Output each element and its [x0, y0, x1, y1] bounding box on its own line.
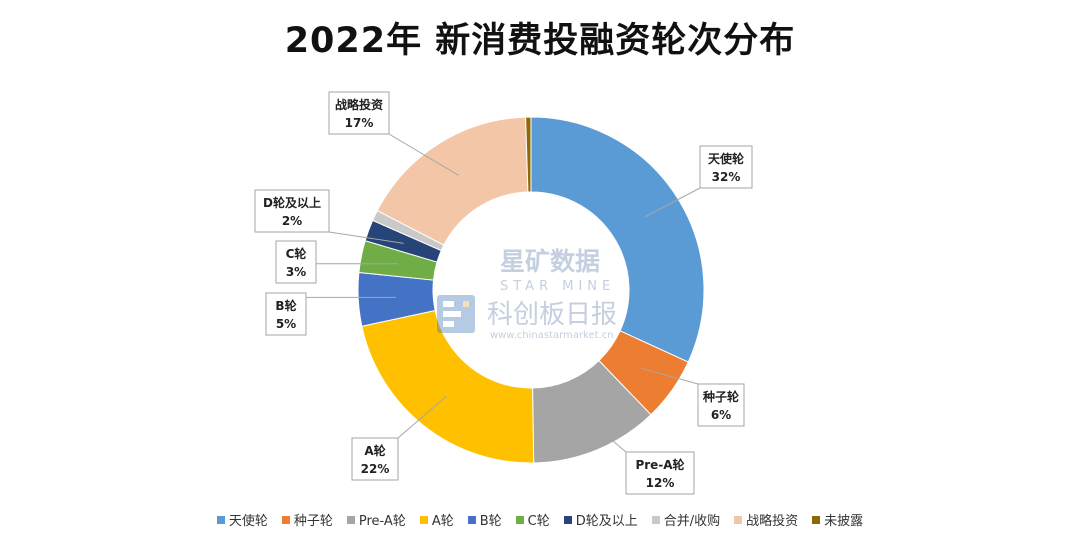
legend-label: D轮及以上: [575, 514, 638, 529]
watermark-name-cn: 科创板日报: [487, 300, 617, 330]
legend-item: 种子轮: [281, 510, 333, 529]
legend-label: A轮: [431, 514, 454, 529]
leader-line-1: [641, 367, 699, 385]
legend-label: 种子轮: [293, 514, 333, 529]
legend-item: A轮: [419, 510, 454, 529]
legend-swatch: [467, 515, 476, 524]
callout-box-2: [625, 451, 695, 495]
legend-item: C轮: [515, 510, 550, 529]
callout-box-8: [328, 91, 390, 135]
legend-item: 战略投资: [734, 510, 798, 529]
callout-value-2: 12%: [646, 476, 675, 490]
callout-box-4: [265, 292, 307, 336]
callout-category-5: C轮: [286, 246, 308, 261]
callout-category-4: B轮: [275, 298, 297, 313]
legend-swatch: [734, 515, 743, 524]
callout-box-3: [351, 437, 399, 481]
legend-item: 合并/收购: [651, 510, 721, 529]
legend-item: 未披露: [812, 510, 863, 529]
legend-item: 天使轮: [216, 510, 268, 529]
leader-line-8: [388, 133, 459, 176]
chart-title: 2022年 新消费投融资轮次分布: [284, 21, 796, 61]
callout-category-2: Pre-A轮: [635, 457, 685, 472]
callout-box-5: [275, 240, 317, 284]
legend-item: Pre-A轮: [346, 510, 406, 529]
legend-swatch: [651, 515, 660, 524]
legend-swatch: [281, 515, 290, 524]
callout-category-0: 天使轮: [708, 151, 745, 166]
legend-item: D轮及以上: [563, 510, 638, 529]
callout-category-1: 种子轮: [702, 389, 740, 404]
legend-swatch: [419, 515, 428, 524]
legend-label: 战略投资: [746, 514, 799, 529]
slice-9: [525, 116, 532, 193]
callout-value-4: 5%: [276, 317, 296, 331]
callout-value-1: 6%: [711, 408, 731, 422]
legend-label: 未披露: [824, 514, 864, 529]
legend-label: C轮: [527, 514, 550, 529]
legend-swatch: [563, 515, 572, 524]
callouts-group: 天使轮 32% 种子轮 6% Pre-A轮 12% A轮 22% B轮 5% C轮 3% D轮及以上 2%…: [254, 91, 753, 495]
leader-line-0: [644, 187, 701, 218]
watermark-brand-cn: 星矿数据: [500, 247, 600, 276]
legend: 天使轮 种子轮 Pre-A轮 A轮 B轮 C轮 D轮及以上 合并/收购 战略投资 未披露: [0, 510, 1080, 529]
callout-box-0: [699, 145, 753, 189]
legend-label: Pre-A轮: [358, 514, 406, 529]
callout-value-5: 3%: [286, 265, 306, 279]
watermark-url: www.chinastarmarket.cn: [490, 330, 614, 341]
legend-item: B轮: [467, 510, 502, 529]
callout-value-8: 17%: [345, 116, 374, 130]
legend-label: B轮: [479, 514, 502, 529]
legend-swatch: [346, 515, 355, 524]
callout-value-0: 32%: [712, 170, 741, 184]
watermark-logo-icon: [437, 295, 475, 333]
callout-category-8: 战略投资: [335, 97, 383, 112]
callout-box-6: [254, 189, 330, 233]
legend-swatch: [515, 515, 524, 524]
callout-value-6: 2%: [282, 214, 302, 228]
legend-swatch: [812, 515, 821, 524]
legend-label: 天使轮: [228, 514, 268, 529]
watermark: 星矿数据 STAR MINE 科创板日报 www.chinastarmarket…: [437, 247, 617, 341]
slice-0: [530, 116, 705, 363]
slices-group: [357, 116, 705, 464]
callout-value-3: 22%: [361, 462, 390, 476]
leader-line-2: [582, 414, 627, 453]
slice-3: [361, 309, 535, 464]
leader-line-6: [328, 231, 404, 244]
callout-category-3: A轮: [364, 443, 386, 458]
callout-box-1: [697, 383, 745, 427]
watermark-brand-en: STAR MINE: [500, 279, 615, 294]
legend-swatch: [216, 515, 225, 524]
legend-label: 合并/收购: [663, 514, 721, 529]
callout-category-6: D轮及以上: [263, 195, 321, 210]
leader-line-3: [397, 395, 447, 439]
